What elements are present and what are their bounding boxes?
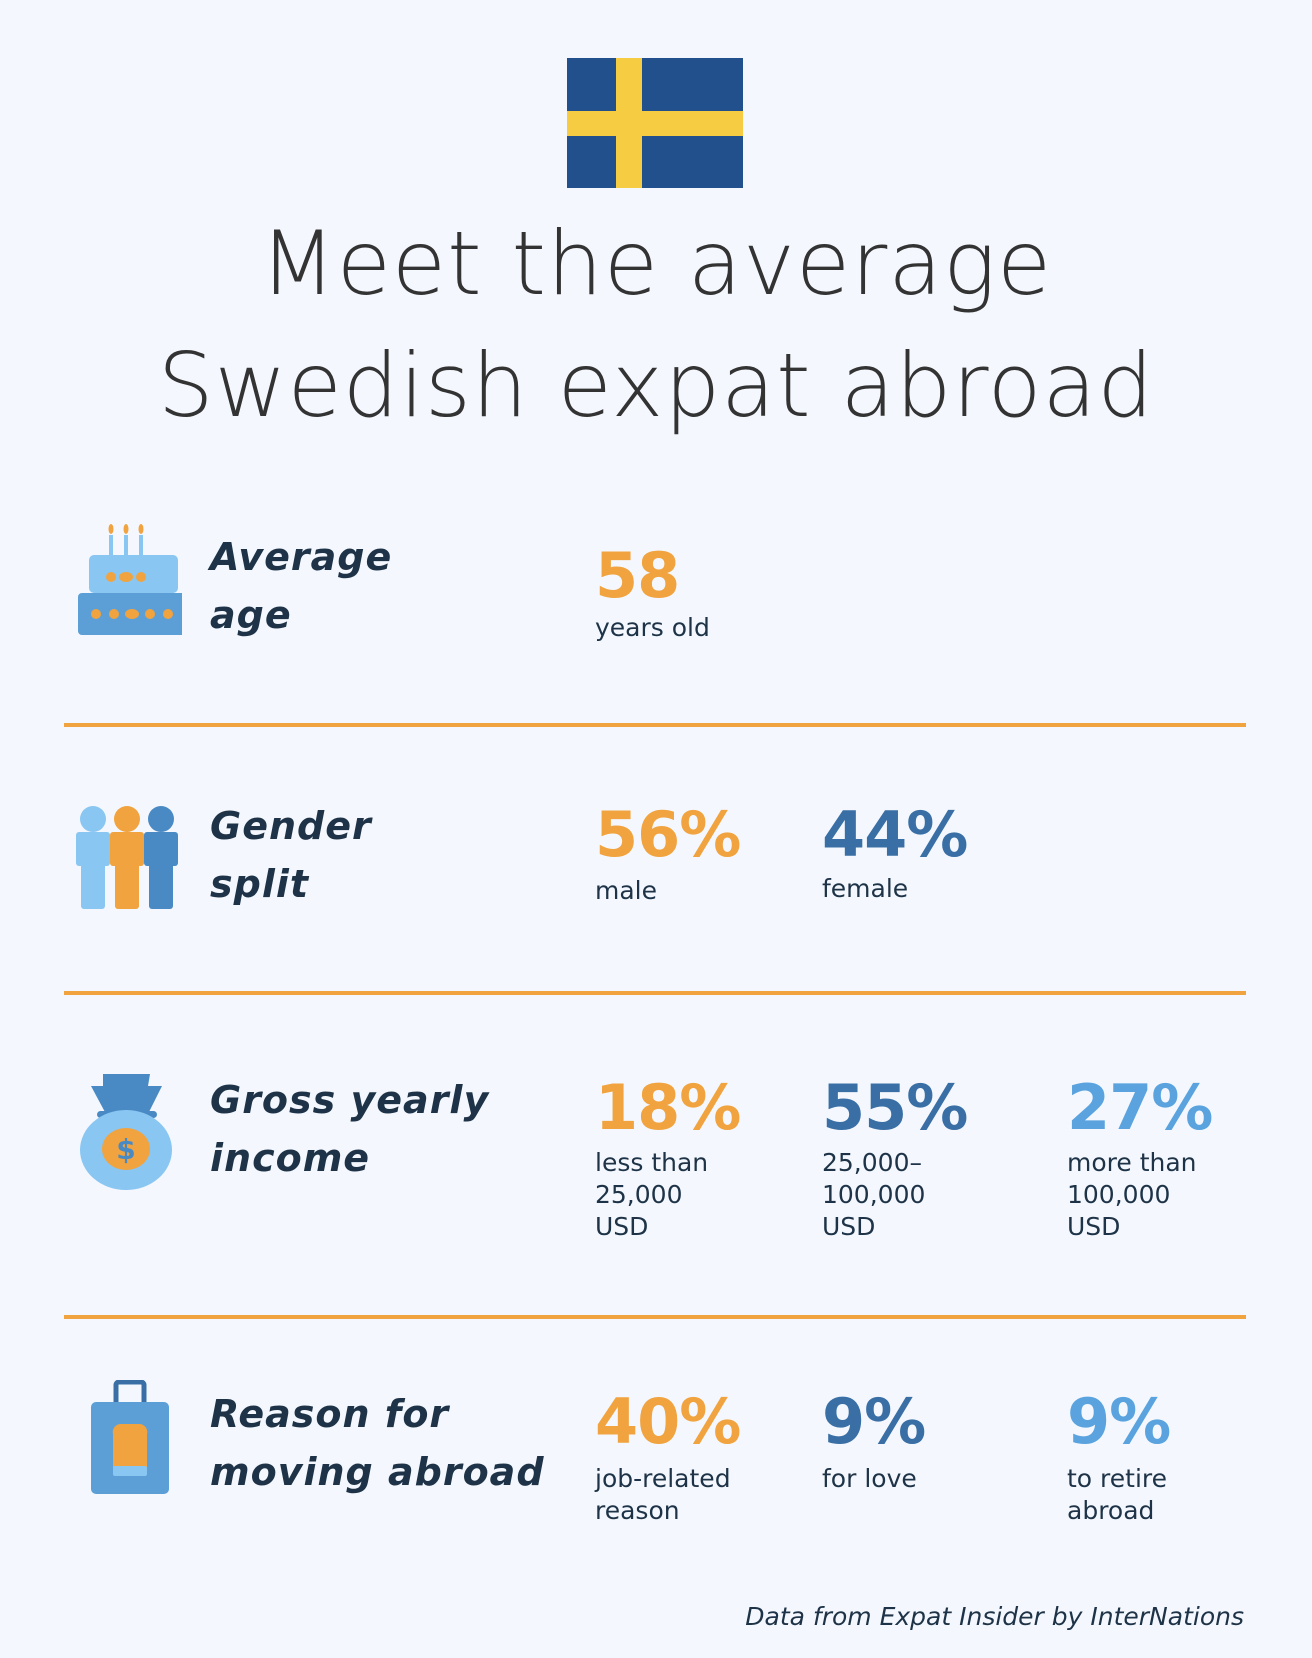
divider: [64, 723, 1246, 727]
stat-female: 44%: [822, 798, 968, 871]
people-icon: [76, 806, 178, 909]
stat-desc: to retire abroad: [1067, 1464, 1168, 1525]
stat-desc: female: [822, 874, 909, 903]
money-bag-icon: $: [80, 1074, 172, 1190]
stat-average-age: 58: [595, 539, 680, 612]
page-title-line1: Meet the average: [259, 212, 1053, 315]
birthday-cake-icon: [78, 524, 182, 635]
stat-income-mid: 55%: [822, 1071, 968, 1144]
stat-for-love: 9%: [822, 1385, 926, 1458]
stat-desc: 25,000– 100,000 USD: [822, 1148, 926, 1241]
svg-text:$: $: [116, 1133, 135, 1166]
stat-desc: more than 100,000 USD: [1067, 1148, 1197, 1241]
stat-desc: for love: [822, 1464, 917, 1493]
stat-income-high: 27%: [1067, 1071, 1213, 1144]
stat-desc: less than 25,000 USD: [595, 1148, 709, 1241]
stat-male: 56%: [595, 798, 741, 871]
stat-desc: years old: [595, 613, 710, 642]
stat-income-low: 18%: [595, 1071, 741, 1144]
stat-desc: male: [595, 876, 657, 905]
row-label-age: Average age: [210, 535, 393, 637]
source-footer: Data from Expat Insider by InterNations: [745, 1602, 1244, 1631]
divider: [64, 991, 1246, 995]
divider: [64, 1315, 1246, 1319]
page-title-line2: Swedish expat abroad: [157, 334, 1155, 437]
row-label-reason: Reason for moving abroad: [210, 1392, 545, 1494]
row-label-income: Gross yearly income: [210, 1078, 490, 1180]
stat-desc: job-related reason: [595, 1464, 731, 1525]
stat-to-retire: 9%: [1067, 1385, 1171, 1458]
row-label-gender: Gender split: [210, 804, 372, 906]
suitcase-icon: [91, 1380, 169, 1494]
stat-job-related: 40%: [595, 1385, 741, 1458]
sweden-flag-icon: [567, 58, 743, 188]
